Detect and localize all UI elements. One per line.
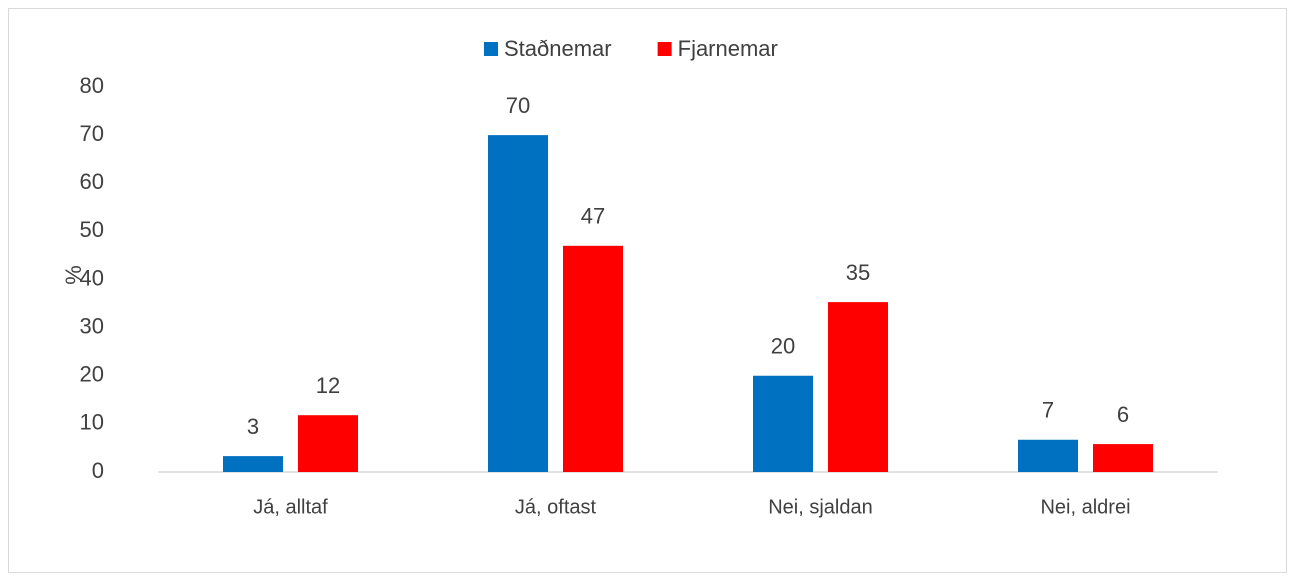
value-label: 20	[771, 334, 795, 359]
legend-swatch	[657, 42, 672, 56]
y-tick-label: 70	[80, 121, 104, 146]
bar	[753, 375, 813, 472]
bar	[223, 456, 283, 472]
bar	[488, 135, 548, 472]
bar	[563, 245, 623, 472]
x-tick-label: Nei, aldrei	[1040, 496, 1130, 518]
chart-border	[8, 8, 1287, 573]
bar	[1093, 444, 1153, 472]
bar	[828, 302, 888, 472]
y-tick-label: 20	[80, 362, 104, 387]
legend-swatch	[484, 42, 498, 56]
y-axis-label: %	[61, 265, 86, 285]
value-label: 70	[506, 93, 530, 118]
y-tick-label: 60	[80, 169, 104, 194]
bar	[1018, 439, 1078, 472]
y-tick-label: 40	[80, 265, 104, 290]
value-label: 35	[846, 260, 870, 285]
x-tick-label: Nei, sjaldan	[768, 496, 873, 518]
value-label: 47	[581, 204, 605, 229]
bar	[298, 415, 358, 472]
value-label: 6	[1117, 402, 1129, 427]
legend-label: Fjarnemar	[678, 36, 778, 61]
value-label: 3	[247, 414, 259, 439]
legend-label: Staðnemar	[504, 36, 612, 61]
value-label: 12	[316, 373, 340, 398]
y-tick-label: 30	[80, 313, 104, 338]
x-tick-label: Já, oftast	[515, 496, 597, 518]
y-tick-label: 50	[80, 217, 104, 242]
value-label: 7	[1042, 398, 1054, 423]
y-tick-label: 0	[92, 458, 104, 483]
y-tick-label: 10	[80, 410, 104, 435]
y-tick-label: 80	[80, 73, 104, 98]
x-tick-label: Já, alltaf	[253, 496, 328, 518]
